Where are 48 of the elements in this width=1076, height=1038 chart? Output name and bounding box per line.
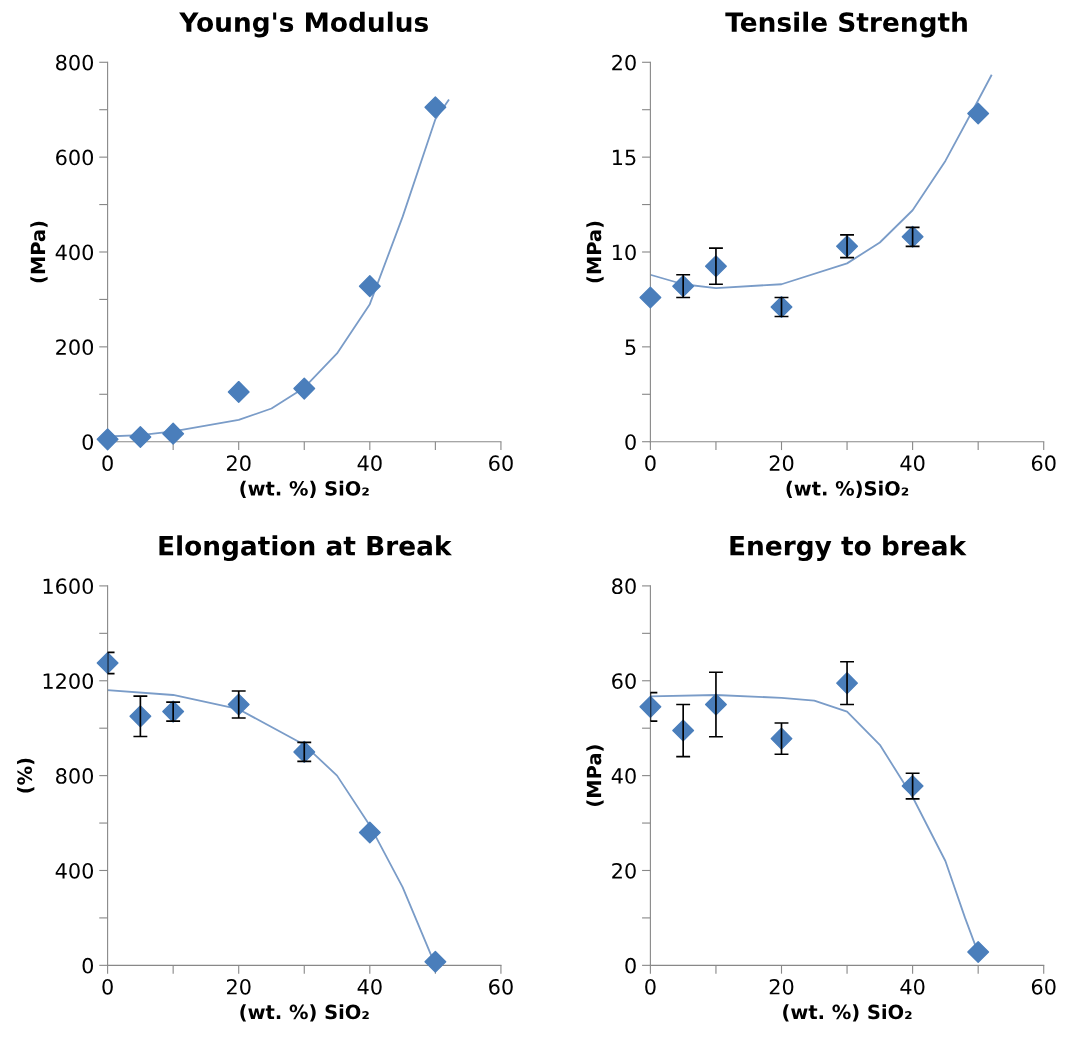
y-tick-label: 5 [625,339,636,356]
y-axis-title: (MPa) [586,745,604,806]
x-axis-title: (wt. %) SiO₂ [783,1004,912,1022]
chart-title: Energy to break [730,535,967,562]
x-tick-label: 0 [645,455,656,472]
x-tick-label: 60 [489,978,513,995]
y-tick-label: 400 [55,244,94,261]
y-tick-label: 60 [612,673,636,689]
y-axis-title: (%) [17,758,35,793]
x-tick-label: 20 [769,978,794,995]
x-tick-label: 40 [900,978,925,995]
y-tick-label: 20 [612,54,636,71]
y-tick-label: 15 [612,149,636,166]
y-tick-label: 0 [82,434,94,450]
y-tick-label: 600 [56,149,94,166]
x-tick-label: 60 [1031,978,1056,995]
x-tick-label: 40 [357,455,382,472]
y-axis-title: (MPa) [586,221,604,283]
y-tick-label: 800 [56,768,94,784]
y-tick-label: 1200 [43,673,94,689]
y-tick-label: 400 [55,862,94,879]
x-tick-label: 0 [102,978,113,995]
x-tick-label: 60 [489,455,513,472]
y-tick-label: 0 [625,957,636,974]
y-tick-label: 0 [625,434,636,450]
x-tick-label: 40 [900,455,925,472]
y-tick-label: 80 [612,578,636,595]
chart-title: Elongation at Break [159,535,452,562]
chart-title: Young's Modulus [179,11,428,38]
y-axis-title: (MPa) [30,221,48,283]
x-tick-label: 20 [226,455,251,472]
y-tick-label: 10 [612,244,636,261]
x-tick-label: 0 [102,455,113,472]
y-tick-label: 1600 [43,578,94,595]
x-tick-label: 60 [1031,455,1056,472]
y-tick-label: 800 [56,54,94,71]
y-tick-label: 20 [612,862,636,879]
x-tick-label: 20 [769,455,794,472]
x-axis-title: (wt. %) SiO₂ [240,1004,369,1022]
x-tick-label: 40 [357,978,382,995]
chart-title: Tensile Strength [725,11,967,38]
x-tick-label: 0 [645,978,656,995]
x-tick-label: 20 [226,978,251,995]
y-tick-label: 40 [611,768,636,784]
x-axis-title: (wt. %) SiO₂ [240,480,369,498]
y-tick-label: 200 [56,339,94,356]
x-axis-title: (wt. %)SiO₂ [786,480,909,498]
y-tick-label: 0 [82,957,94,974]
